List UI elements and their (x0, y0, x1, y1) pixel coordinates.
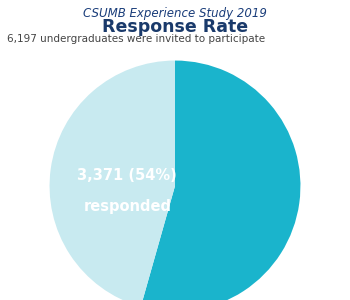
Text: 6,197 undergraduates were invited to participate: 6,197 undergraduates were invited to par… (7, 34, 265, 44)
Wedge shape (141, 61, 300, 300)
Text: Response Rate: Response Rate (102, 18, 248, 36)
Text: CSUMB Experience Study 2019: CSUMB Experience Study 2019 (83, 8, 267, 20)
Text: 3,371 (54%): 3,371 (54%) (77, 169, 177, 184)
Wedge shape (50, 61, 175, 300)
Text: responded: responded (83, 199, 172, 214)
